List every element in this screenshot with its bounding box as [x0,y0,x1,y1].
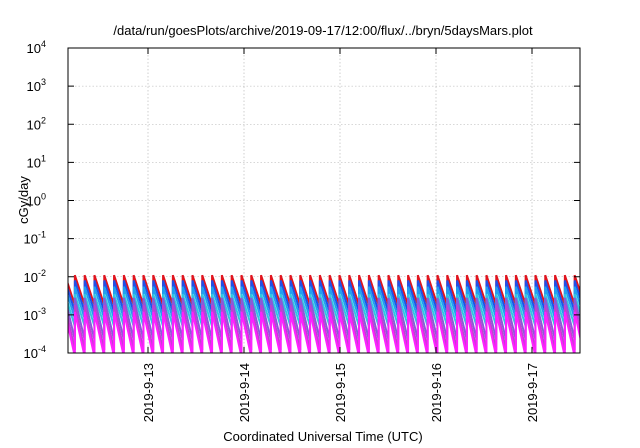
y-tick-label: 10-4 [24,344,46,361]
x-axis: 2019-9-13 2019-9-14 2019-9-15 2019-9-16 2019… [141,48,540,422]
x-axis-label: Coordinated Universal Time (UTC) [223,429,422,444]
y-tick-label: 10-3 [24,306,46,323]
y-tick-label: 100 [27,192,46,209]
y-tick-label: 102 [27,115,46,132]
y-tick-label: 101 [27,153,46,170]
y-tick-label: 10-1 [24,230,46,247]
y-axis: 10-4 10-3 10-2 10-1 100 101 102 103 104 [24,39,580,361]
x-tick-label: 2019-9-14 [237,363,252,422]
y-tick-label: 10-2 [24,268,46,285]
x-tick-label: 2019-9-17 [525,363,540,422]
y-tick-label: 103 [27,77,46,94]
x-tick-label: 2019-9-15 [333,363,348,422]
chart-title: /data/run/goesPlots/archive/2019-09-17/1… [113,23,533,38]
x-tick-label: 2019-9-16 [429,363,444,422]
y-axis-label: cGy/day [16,176,31,224]
y-tick-label: 104 [27,39,46,56]
series-layer [68,274,580,353]
series-line-7 [68,311,580,353]
x-tick-label: 2019-9-13 [141,363,156,422]
